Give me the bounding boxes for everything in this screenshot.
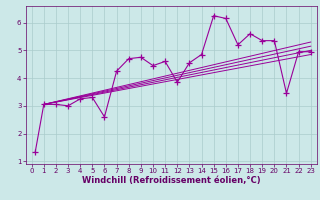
X-axis label: Windchill (Refroidissement éolien,°C): Windchill (Refroidissement éolien,°C): [82, 176, 260, 185]
